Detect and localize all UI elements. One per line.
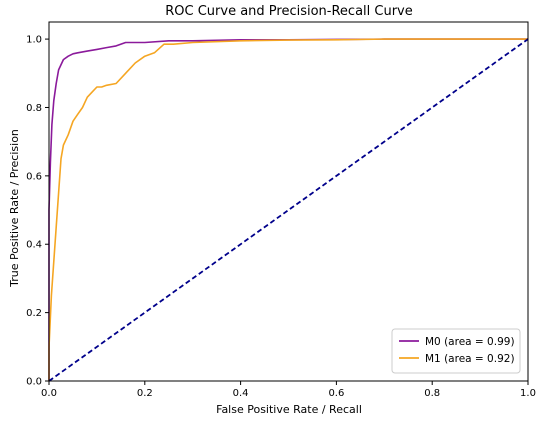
y-tick-label: 1.0 (26, 35, 42, 46)
x-tick-label: 0.6 (328, 388, 344, 399)
legend-entry: M0 (area = 0.99) (425, 336, 515, 348)
legend-box (391, 328, 521, 374)
y-axis-label: True Positive Rate / Precision (8, 129, 21, 288)
plot-area (48, 38, 529, 382)
y-tick-label: 0.6 (26, 171, 42, 182)
x-tick-label: 1.0 (520, 388, 536, 399)
y-tick-label: 0.2 (26, 308, 42, 319)
y-tick-label: 0.8 (26, 103, 42, 114)
chart-title: ROC Curve and Precision-Recall Curve (165, 4, 413, 19)
x-tick-label: 0.4 (233, 388, 249, 399)
x-tick-label: 0.0 (41, 388, 57, 399)
diagonal-reference-line (48, 38, 529, 382)
x-tick-label: 0.2 (137, 388, 153, 399)
legend: M0 (area = 0.99) M1 (area = 0.92) (391, 328, 521, 374)
series-line-1 (48, 38, 528, 381)
x-axis-label: False Positive Rate / Recall (216, 403, 362, 416)
plot-frame (48, 21, 529, 382)
x-axis-ticks: 0.0 0.2 0.4 0.6 0.8 1.0 (41, 381, 536, 399)
y-axis-ticks: 0.0 0.2 0.4 0.6 0.8 1.0 (26, 35, 49, 388)
y-tick-label: 0.4 (26, 240, 42, 251)
legend-entry: M1 (area = 0.92) (425, 353, 515, 365)
x-tick-label: 0.8 (424, 388, 440, 399)
y-tick-label: 0.0 (26, 377, 42, 388)
